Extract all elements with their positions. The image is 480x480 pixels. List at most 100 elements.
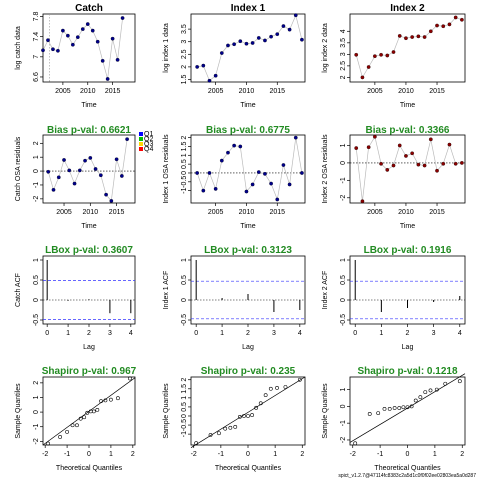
qq-point	[58, 435, 62, 439]
data-point	[114, 157, 119, 162]
y-tick-label: 1	[340, 143, 347, 147]
data-point	[281, 24, 286, 28]
data-point	[51, 187, 56, 192]
y-tick-label: 7.4	[33, 32, 40, 42]
data-point	[385, 53, 390, 58]
x-tick-label: 2015	[429, 88, 445, 95]
panel-title: Shapiro p-val: 0.967	[42, 366, 137, 377]
plot-frame	[42, 13, 136, 83]
qq-point	[376, 411, 381, 415]
data-point	[435, 23, 439, 28]
data-point	[46, 169, 51, 174]
plot-frame	[190, 134, 306, 204]
qq-point	[413, 398, 418, 403]
qq-point	[99, 399, 103, 404]
x-tick-label: 0	[87, 451, 91, 458]
qq-point	[434, 387, 439, 392]
data-point	[385, 168, 390, 172]
y-axis-label: log catch data	[15, 26, 22, 70]
panel-2-2: Bias p-val: 0.6775 2005 2010 2015 -1-0.50 0.5…	[163, 125, 306, 230]
qq-point	[237, 414, 242, 419]
x-tick-label: 0	[406, 451, 410, 458]
x-tick-label: 2010	[80, 88, 96, 95]
qq-point	[91, 409, 96, 414]
data-point	[93, 167, 98, 171]
data-point	[410, 35, 415, 39]
qq-point	[387, 407, 392, 411]
qq-point	[250, 413, 254, 417]
panel-4-1: Shapiro p-val: 0.967 -2 -1 0 1 2 -2 -1 0 1 2 Theore…	[15, 366, 137, 472]
legend-label: Q2	[144, 136, 153, 143]
panel-title: Shapiro p-val: 0.1218	[357, 366, 457, 377]
y-tick-label: 1	[340, 258, 347, 262]
data-point	[56, 175, 61, 180]
y-tick-label: 4	[340, 29, 347, 33]
y-tick-label: -1	[181, 187, 188, 193]
data-point	[269, 181, 273, 186]
data-point	[66, 33, 70, 38]
data-point	[100, 58, 105, 63]
panel-title: Index 1	[231, 3, 266, 14]
qq-point	[423, 390, 428, 395]
y-axis-label: Index 1 OSA residuals	[163, 134, 170, 204]
qq-point	[353, 441, 358, 446]
qq-point	[457, 379, 462, 384]
y-axis-label: Catch OSA residuals	[15, 136, 22, 201]
data-point	[360, 75, 365, 80]
data-point	[441, 24, 446, 29]
legend-swatch	[139, 132, 143, 136]
x-tick-label: 2010	[398, 209, 414, 216]
data-point	[83, 158, 87, 163]
data-point	[373, 54, 377, 59]
panel-title: LBox p-val: 0.1916	[364, 245, 452, 256]
x-tick-label: 2	[406, 330, 410, 337]
y-axis-label: Sample Quantiles	[322, 383, 329, 439]
qq-point	[401, 405, 406, 410]
data-point	[244, 41, 249, 46]
series-line	[42, 17, 123, 80]
legend-swatch	[139, 137, 143, 141]
x-tick-label: 2	[87, 330, 91, 337]
data-point	[95, 39, 100, 44]
x-tick-label: 4	[129, 330, 133, 337]
y-axis-label: log index 2 data	[322, 23, 329, 73]
qq-point	[82, 415, 87, 420]
qq-point	[217, 431, 221, 436]
data-point	[263, 172, 267, 176]
panel-1-2: Index 1 2005 2010 2015 1.5 2 2.5 3 3.5 Time log in…	[163, 3, 306, 109]
data-point	[379, 52, 383, 57]
data-point	[428, 29, 433, 34]
y-tick-label: 1	[181, 153, 188, 157]
data-point	[120, 16, 125, 20]
data-point	[70, 42, 75, 47]
data-point	[287, 182, 292, 187]
plot-frame	[349, 134, 466, 204]
qq-point	[392, 406, 397, 410]
data-point	[238, 39, 243, 44]
qq-point	[275, 385, 279, 390]
version-footer: spict_v1.2.7@47114fc8383c2a5d1c0f0f02ee0…	[338, 473, 476, 479]
panel-title: Bias p-val: 0.3366	[366, 125, 450, 136]
data-point	[256, 170, 261, 174]
data-point	[460, 161, 464, 165]
x-tick-label: 2015	[269, 88, 285, 95]
qq-point	[228, 425, 233, 430]
x-axis-label: Time	[400, 102, 415, 109]
x-tick-label: 2005	[208, 88, 224, 95]
data-point	[90, 28, 95, 33]
data-point	[422, 163, 427, 168]
panel-title: Bias p-val: 0.6621	[47, 125, 131, 136]
qq-point	[409, 404, 414, 409]
y-tick-label: -1	[340, 420, 347, 426]
y-tick-label: -0.5	[340, 314, 347, 326]
qq-point	[443, 381, 448, 386]
y-tick-label: 0	[181, 171, 188, 175]
y-tick-label: 2	[33, 141, 40, 145]
y-tick-label: 1	[33, 258, 40, 262]
y-tick-label: -2	[340, 195, 347, 201]
x-tick-label: 0	[353, 330, 357, 337]
qq-point	[268, 386, 273, 391]
qq-point	[65, 429, 69, 434]
x-tick-label: 0	[246, 451, 250, 458]
